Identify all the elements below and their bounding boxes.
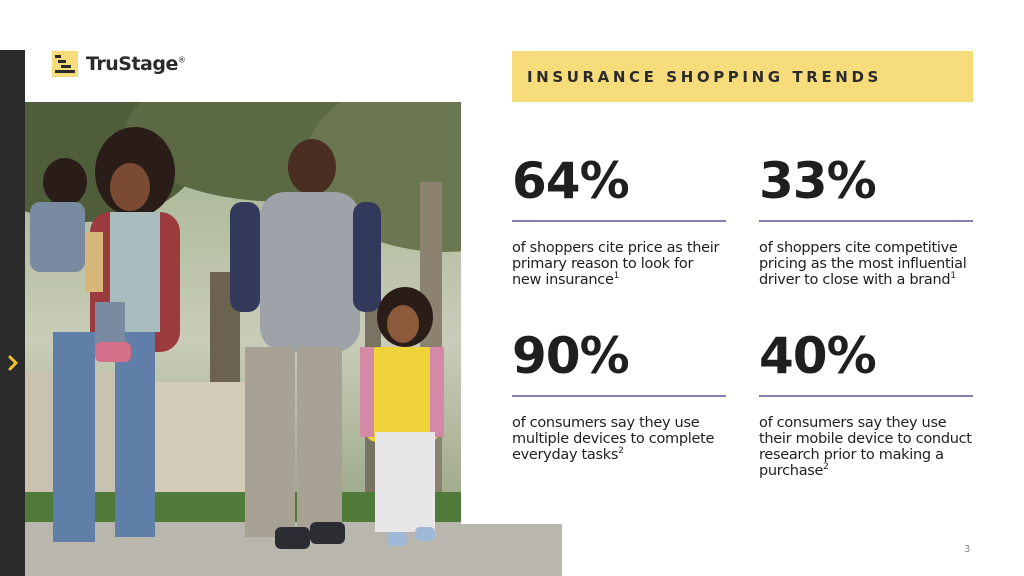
- stat-block: 90% of consumers say they use multiple d…: [512, 329, 726, 463]
- page-number: 3: [964, 544, 971, 555]
- content-panel: [461, 88, 1024, 524]
- stat-block: 33% of shoppers cite competitive pricing…: [759, 154, 973, 288]
- stat-value: 40%: [759, 327, 877, 385]
- stat-value: 90%: [512, 327, 630, 385]
- stat-description: of shoppers cite price as their primary …: [512, 240, 720, 288]
- title-banner: INSURANCE SHOPPING TRENDS: [512, 51, 973, 102]
- banner-title: INSURANCE SHOPPING TRENDS: [527, 67, 882, 86]
- stat-divider: [512, 395, 726, 397]
- brand-name: TruStage®: [86, 53, 186, 75]
- left-side-bar: [0, 50, 25, 576]
- stat-divider: [759, 395, 973, 397]
- stat-block: 64% of shoppers cite price as their prim…: [512, 154, 726, 288]
- trustage-logo-icon: [52, 51, 78, 77]
- stat-divider: [512, 220, 726, 222]
- stat-description: of consumers say they use multiple devic…: [512, 415, 715, 463]
- stat-divider: [759, 220, 973, 222]
- brand-logo: TruStage®: [52, 51, 186, 77]
- stat-description: of consumers say they use their mobile d…: [759, 415, 972, 479]
- stat-description: of shoppers cite competitive pricing as …: [759, 240, 967, 288]
- stat-value: 33%: [759, 152, 877, 210]
- stat-value: 64%: [512, 152, 630, 210]
- stat-block: 40% of consumers say they use their mobi…: [759, 329, 973, 479]
- chevron-right-icon[interactable]: [6, 353, 20, 373]
